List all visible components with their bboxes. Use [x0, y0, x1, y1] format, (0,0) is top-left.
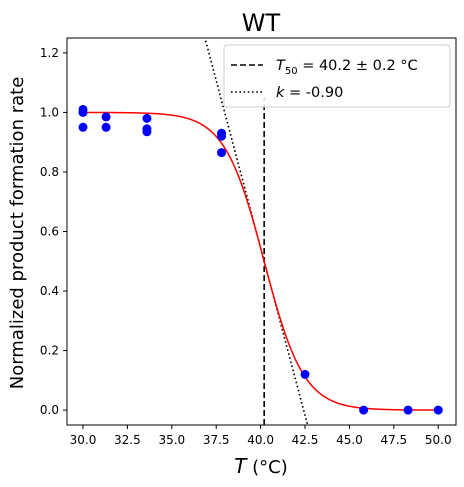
plot-area: [78, 38, 443, 425]
x-tick-label: 30.0: [70, 433, 97, 447]
tangent-layer: [204, 38, 309, 425]
legend-k-symbol: k: [276, 85, 285, 101]
data-point: [217, 148, 227, 158]
data-point: [101, 112, 111, 122]
legend-k-text: = -0.90: [284, 85, 343, 101]
data-point: [217, 131, 227, 141]
data-point: [403, 405, 413, 415]
x-tick-label: 50.0: [425, 433, 452, 447]
x-axis-label-symbol: T: [234, 454, 248, 478]
x-axis-label-unit-text: (°C): [252, 457, 288, 478]
x-tick-label: 37.5: [203, 433, 230, 447]
legend-t50-entry: T50 = 40.2 ± 0.2 °C: [276, 58, 418, 77]
y-axis-label: Normalized product formation rate: [7, 77, 28, 390]
y-tick-label: 0.0: [40, 403, 59, 417]
x-ticks: 30.0 32.5 35.0 37.5 40.0 42.5 45.0 47.5 50.0: [70, 425, 452, 447]
x-tick-label: 45.0: [336, 433, 363, 447]
data-point: [142, 113, 152, 123]
y-tick-label: 0.6: [40, 225, 59, 239]
data-point: [300, 369, 310, 379]
y-ticks: 0.0 0.2 0.4 0.6 0.8 1.0 1.2: [40, 46, 67, 417]
data-point: [78, 122, 88, 132]
x-tick-label: 32.5: [114, 433, 141, 447]
fit-layer: [82, 111, 439, 411]
points-layer: [78, 104, 443, 415]
y-tick-label: 0.4: [40, 284, 59, 298]
legend-t50-text: = 40.2 ± 0.2 °C: [298, 58, 418, 74]
data-point: [78, 107, 88, 117]
x-tick-label: 35.0: [158, 433, 185, 447]
x-tick-label: 40.0: [247, 433, 274, 447]
legend-k-entry: k = -0.90: [276, 85, 343, 101]
chart-title: WT: [242, 9, 281, 37]
y-tick-label: 1.2: [40, 46, 59, 60]
x-tick-label: 47.5: [380, 433, 407, 447]
x-tick-label: 42.5: [292, 433, 319, 447]
fit-curve: [82, 111, 439, 411]
data-point: [359, 405, 369, 415]
x-axis-label: T (°C): [234, 454, 288, 478]
data-point: [142, 127, 152, 137]
y-tick-label: 0.2: [40, 344, 59, 358]
legend-box: [223, 44, 451, 108]
data-point: [433, 405, 443, 415]
tangent-line: [204, 38, 309, 425]
y-tick-label: 1.0: [40, 105, 59, 119]
legend: T50 = 40.2 ± 0.2 °C k = -0.90: [223, 44, 451, 108]
y-tick-label: 0.8: [40, 165, 59, 179]
data-point: [101, 122, 111, 132]
legend-t50-subscript: 50: [285, 66, 298, 77]
legend-t50-symbol: T: [276, 58, 286, 74]
